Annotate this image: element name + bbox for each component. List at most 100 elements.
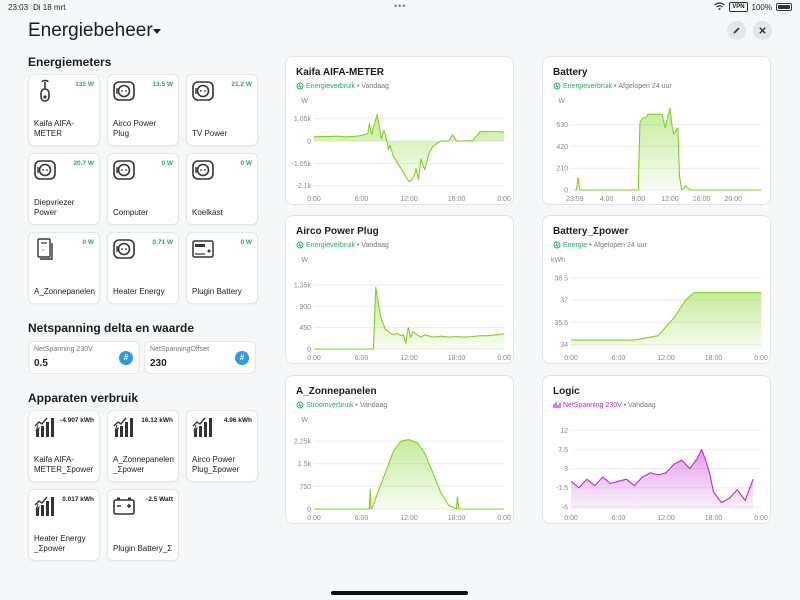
x-tick-label: 0:00 (564, 355, 578, 362)
vpn-badge: VPN (729, 2, 748, 12)
y-tick-label: 3 (564, 466, 568, 473)
tile-value: 0 W (240, 239, 252, 246)
page-title[interactable]: Energiebeheer (28, 20, 153, 41)
separator-dot: • (355, 241, 362, 249)
number-edit-button[interactable]: # (235, 351, 249, 365)
chart-title: A_Zonnepanelen (296, 386, 377, 397)
x-tick-label: 12:00 (400, 515, 418, 522)
y-tick-label: 7.5 (558, 447, 568, 454)
x-tick-label: 0:00 (497, 355, 511, 362)
tile-name: Diepvriezer Power (34, 198, 75, 217)
apparaat-tile[interactable]: 16.12 kWh A_Zonnepanelen _Σpower (107, 410, 179, 482)
netspanning-offset-card: NetSpanningOffset 230 # (144, 341, 256, 374)
y-tick-label: 450 (299, 325, 311, 332)
chart-card-zon[interactable]: A_Zonnepanelen Stroomverbruik • Vandaag W 2… (285, 375, 514, 524)
y-tick-label: 0 (307, 347, 311, 354)
chevron-down-icon[interactable] (153, 29, 161, 34)
tile-value: 0 W (82, 239, 94, 246)
multitask-dots-icon[interactable]: ••• (394, 1, 407, 11)
meter-tile[interactable]: 0 W Computer (107, 153, 179, 225)
chart-title: Airco Power Plug (296, 226, 379, 237)
meter-tile[interactable]: ~0 W A_Zonnepanelen (28, 232, 100, 304)
number-label: NetSpanning 230V (34, 346, 93, 353)
x-tick-label: 18:00 (448, 196, 466, 203)
chart-card-kaifa[interactable]: Kaifa AIFA-METER Energieverbruik • Vandaa… (285, 56, 514, 205)
apparaat-tile[interactable]: 4.96 kWh Airco Power Plug_Σpower (186, 410, 258, 482)
y-tick-label: -1.5 (556, 485, 568, 492)
energy-icon (296, 82, 304, 90)
chart-up-icon (112, 415, 136, 439)
chart-subtitle: Energieverbruik • Afgelopen 24 uur (553, 82, 672, 90)
y-tick-label: 34 (560, 342, 568, 349)
chart-metric: NetSpanning 230V (563, 401, 622, 409)
home-indicator[interactable] (331, 591, 468, 595)
meter-tile[interactable]: 21.2 W TV Power (186, 74, 258, 146)
y-tick-label: 1.05k (294, 116, 312, 123)
energy-icon (553, 241, 561, 249)
chart-metric: Energieverbruik (563, 82, 613, 90)
x-tick-label: 12:00 (657, 515, 675, 522)
meter-tile[interactable]: 20.7 W Diepvriezer Power (28, 153, 100, 225)
series-area (314, 114, 504, 182)
separator-dot: • (612, 82, 619, 90)
tile-value: 0.017 kWh (62, 496, 94, 503)
close-button[interactable] (753, 21, 772, 40)
chart-logic: 12 7.5 3 -1.5 -6 0:00 6:00 12:00 18:00 0:00 (556, 428, 768, 522)
meter-tile[interactable]: 13.5 W Airco Power Plug (107, 74, 179, 146)
chart-period: Afgelopen 24 uur (618, 82, 672, 90)
apparaat-tile[interactable]: -2.5 Watt Plugin Battery_Σ (107, 489, 179, 561)
chart-card-airco[interactable]: Airco Power Plug Energieverbruik • Vandaa… (285, 215, 514, 364)
chart-subtitle: Energieverbruik • Vandaag (296, 241, 389, 249)
pencil-icon (733, 27, 740, 34)
chart-card-battery[interactable]: Battery Energieverbruik • Afgelopen 24 uu… (542, 56, 771, 205)
series-line (575, 107, 761, 191)
meter-tile[interactable]: 0 W Koelkast (186, 153, 258, 225)
chart-subtitle: Energieverbruik • Vandaag (296, 82, 389, 90)
number-value[interactable]: 0.5 (34, 358, 48, 369)
y-tick-label: 0 (307, 139, 311, 146)
chart-title: Battery (553, 67, 588, 78)
x-tick-label: 6:00 (612, 515, 626, 522)
tile-value: 4.96 kWh (223, 417, 252, 424)
tile-value: 20.7 W (73, 160, 94, 167)
y-tick-label: -2.1k (295, 183, 311, 190)
status-time: 23:03 (8, 3, 29, 12)
x-tick-label: 0:00 (307, 355, 321, 362)
x-tick-label: 18:00 (705, 515, 723, 522)
number-edit-button[interactable]: # (119, 351, 133, 365)
x-tick-label: 12:00 (400, 355, 418, 362)
y-tick-label: 420 (556, 144, 568, 151)
plug-icon (112, 237, 136, 261)
x-tick-label: 0:00 (307, 196, 321, 203)
car-battery-icon (112, 494, 136, 518)
svg-text:~: ~ (42, 248, 45, 254)
number-value[interactable]: 230 (150, 358, 167, 369)
x-tick-label: 0:00 (497, 515, 511, 522)
status-date: Di 18 mrt (33, 3, 66, 12)
energy-icon (553, 82, 561, 90)
meter-tile[interactable]: 132 W Kaifa AIFA-METER (28, 74, 100, 146)
x-tick-label: 12:00 (661, 196, 679, 203)
meter-tile[interactable]: 0 W Plugin Battery (186, 232, 258, 304)
chart-metric: Energieverbruik (306, 82, 356, 90)
tile-value: 0.71 W (152, 239, 173, 246)
chart-period: Afgelopen 24 uur (593, 241, 647, 249)
edit-button[interactable] (727, 21, 746, 40)
chart-up-icon (33, 415, 57, 439)
tile-name: Heater Energy _Σpower (34, 534, 86, 553)
apparaat-tile[interactable]: -4.907 kWh Kaifa AIFA-METER_Σpower (28, 410, 100, 482)
y-axis-unit: kWh (551, 257, 565, 264)
meter-tile[interactable]: 0.71 W Heater Energy (107, 232, 179, 304)
chart-metric: Energieverbruik (306, 241, 356, 249)
apparaat-tile[interactable]: 0.017 kWh Heater Energy _Σpower (28, 489, 100, 561)
meter-icon (33, 79, 57, 103)
chart-metric: Energie (563, 241, 588, 249)
chart-card-batsum[interactable]: Battery_Σpower Energie • Afgelopen 24 uur… (542, 215, 771, 364)
y-axis-unit: W (558, 98, 565, 105)
series-area (571, 292, 761, 349)
plug-icon (112, 158, 136, 182)
plug-icon (33, 158, 57, 182)
chart-card-logic[interactable]: Logic NetSpanning 230V • Vandaag 12 7.5 3 -1.… (542, 375, 771, 524)
series-line (570, 448, 754, 504)
